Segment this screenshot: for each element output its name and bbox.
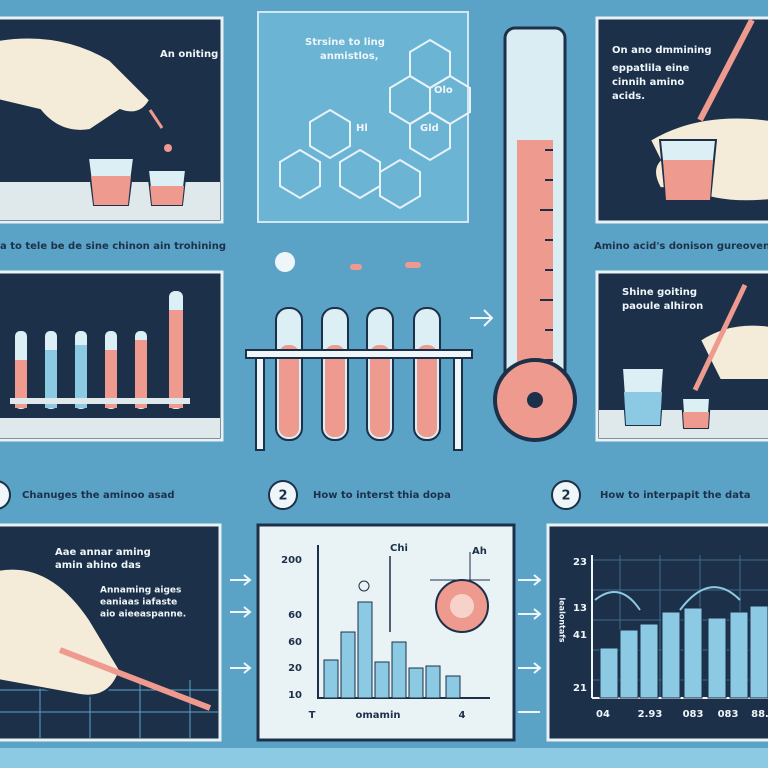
caption: anmistlos, xyxy=(320,51,379,62)
annotation: Ah xyxy=(472,546,487,557)
note: eaniaas iafaste xyxy=(100,598,177,608)
x-label: 2.93 xyxy=(638,709,663,720)
caption: On ano dmmining xyxy=(612,45,712,56)
caption: Aae annar aming xyxy=(55,547,151,558)
panel-bottom-left: Aae annar aming amin ahino das Annaming … xyxy=(0,523,222,742)
x-label: 88. xyxy=(751,709,768,720)
y-title: lealontafs xyxy=(558,598,567,643)
chart-title: Chi xyxy=(390,543,408,554)
caption: Strsine to ling xyxy=(305,37,385,48)
test-tube-rack xyxy=(245,252,494,451)
molecule-label: Hl xyxy=(356,123,368,134)
steps: Chanuges the aminoo asad 2 How to inters… xyxy=(0,480,750,510)
panel-top-left: An oniting xyxy=(0,16,224,224)
y-label: 23 xyxy=(573,557,587,568)
step-number: 2 xyxy=(278,489,287,504)
y-label: 21 xyxy=(573,683,587,694)
caption: An oniting xyxy=(160,49,218,60)
y-label: 60 xyxy=(288,637,302,648)
arrows xyxy=(230,574,252,674)
molecule-label: Olo xyxy=(434,85,453,96)
x-label: 04 xyxy=(596,709,610,720)
arrows xyxy=(518,574,542,713)
note: Annaming aiges xyxy=(100,586,181,596)
caption: paoule alhiron xyxy=(622,301,703,312)
caption: cinnih amino xyxy=(612,77,684,88)
y-label: 13 xyxy=(573,603,587,614)
x-label: 4 xyxy=(459,710,466,721)
x-label: omamin xyxy=(355,710,400,721)
caption: Amino acid's donison gureoven xyxy=(594,241,768,252)
x-label: 083 xyxy=(718,709,739,720)
step-number: 2 xyxy=(561,489,570,504)
panel-bottom-right: lealontafs 23 13 41 21 04 2.93 083 083 8… xyxy=(546,523,768,742)
y-label: 60 xyxy=(288,610,302,621)
caption: Shine goiting xyxy=(622,287,697,298)
panel-mid-right: Shine goiting paoule alhiron xyxy=(595,270,768,442)
x-label: 083 xyxy=(683,709,704,720)
footer-band xyxy=(0,748,768,768)
molecule-label: Gld xyxy=(420,123,439,134)
panel-top-right: On ano dmmining eppatlila eine cinnih am… xyxy=(595,16,768,224)
caption: amin ahino das xyxy=(55,560,141,571)
panel-chemistry: Olo Gld Hl Strsine to ling anmistlos, xyxy=(257,11,471,223)
thermometer xyxy=(493,26,577,442)
panel-bar-chart: Chi Ah 200 60 60 20 10 T omamin 4 xyxy=(256,523,516,742)
note: aio aieeaspanne. xyxy=(100,610,186,620)
caption: acids. xyxy=(612,91,645,102)
step-label: Chanuges the aminoo asad xyxy=(22,490,175,501)
y-label: 41 xyxy=(573,630,587,641)
caption: eppatlila eine xyxy=(612,63,689,74)
y-label: 200 xyxy=(281,555,302,566)
y-label: 20 xyxy=(288,663,302,674)
panel-test-tubes xyxy=(0,270,224,442)
step-label: How to interst thia dopa xyxy=(313,490,451,501)
step-label: How to interpapit the data xyxy=(600,490,750,501)
x-label: T xyxy=(309,710,316,721)
y-label: 10 xyxy=(288,690,302,701)
caption: a to tele be de sine chinon ain trohinin… xyxy=(0,241,226,252)
